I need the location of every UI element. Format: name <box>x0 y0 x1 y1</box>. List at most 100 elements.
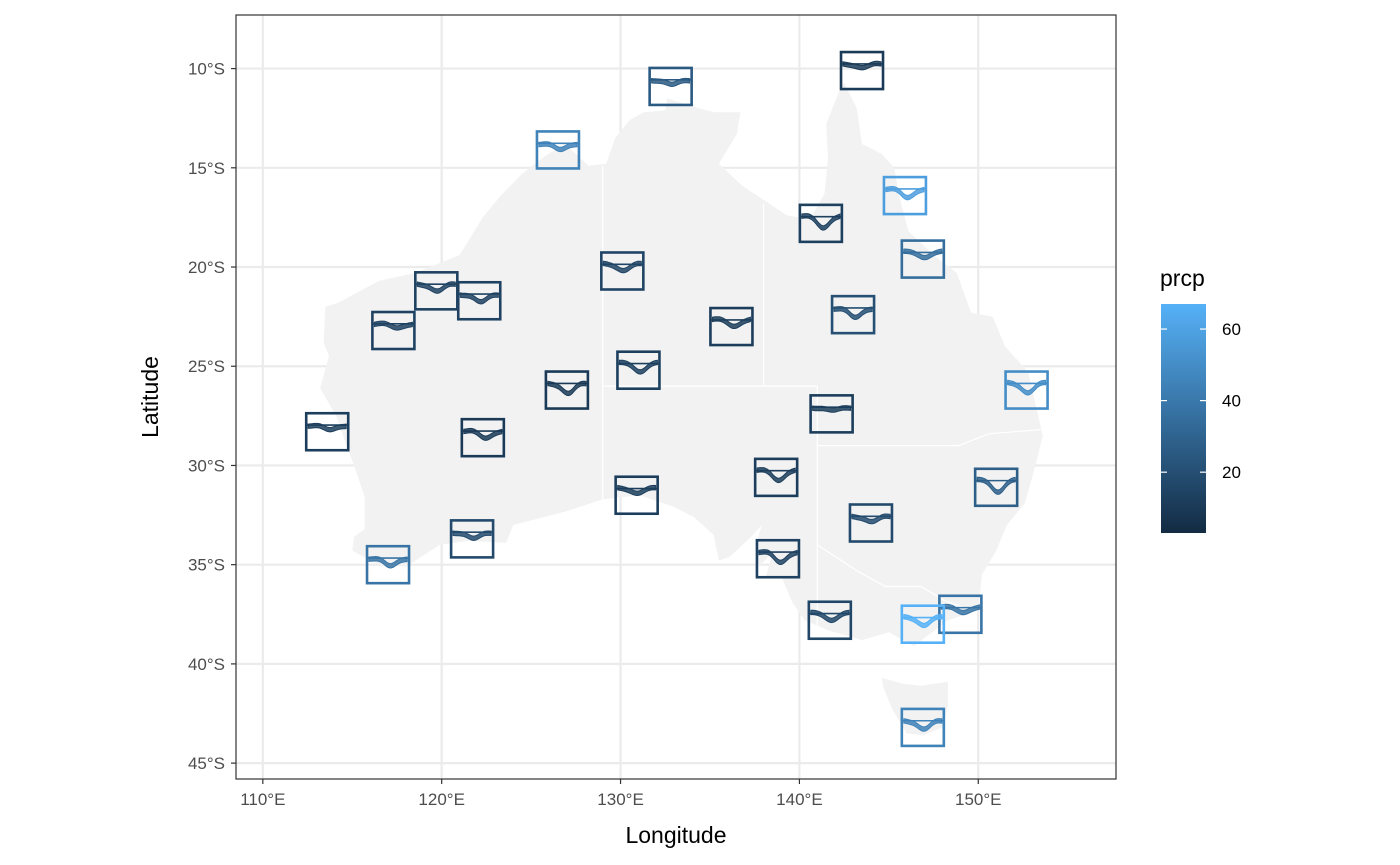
station-glyph <box>544 370 590 410</box>
glyph-ribbon <box>885 186 925 201</box>
legend-title: prcp <box>1160 265 1205 291</box>
station-glyph <box>807 600 853 641</box>
station-glyph <box>848 503 894 543</box>
glyph-box <box>839 50 885 91</box>
state-border-line <box>817 429 1041 447</box>
station-glyph <box>648 66 693 107</box>
glyph-box <box>456 280 502 321</box>
station-glyph <box>304 411 350 452</box>
y-tick-label: 15°S <box>188 159 225 178</box>
glyph-ribbon <box>801 213 841 231</box>
glyph-box <box>882 175 928 216</box>
station-glyph <box>798 203 844 244</box>
glyph-box <box>600 251 645 291</box>
y-tick-label: 10°S <box>188 60 225 79</box>
glyph-box <box>807 600 853 641</box>
glyph-ribbon <box>758 549 798 565</box>
glyph-ribbon <box>940 603 980 616</box>
glyph-box <box>973 467 1019 508</box>
glyph-ribbon <box>307 422 347 433</box>
station-glyph <box>839 50 885 91</box>
station-glyph <box>535 130 581 170</box>
station-glyph <box>1004 370 1049 410</box>
glyph-box <box>753 457 799 498</box>
x-tick-label: 130°E <box>597 790 644 809</box>
glyph-ribbon <box>976 476 1016 495</box>
glyph-ribbon <box>459 292 499 305</box>
glyph-ribbon <box>538 141 578 153</box>
glyph-ribbon <box>851 513 891 525</box>
y-tick-label: 25°S <box>188 357 225 376</box>
glyph-box <box>848 503 894 543</box>
glyph-box <box>365 544 411 585</box>
glyph-box <box>371 310 416 351</box>
glyph-ribbon <box>810 609 850 624</box>
legend-ticks: 20 40 60 <box>1161 320 1241 482</box>
glyph-box <box>709 306 754 347</box>
glyph-ribbon <box>812 405 852 413</box>
legend-colorbar <box>1161 304 1206 533</box>
x-tick-label: 120°E <box>418 790 465 809</box>
station-glyph <box>365 544 411 585</box>
glyph-box <box>614 475 659 516</box>
state-border-line <box>816 544 977 613</box>
glyph-ribbon <box>547 380 587 397</box>
glyph-box <box>830 294 876 335</box>
glyph-box <box>900 604 946 645</box>
glyph-ribbon <box>711 316 751 329</box>
glyph-ribbon <box>617 484 657 497</box>
legend-tick-label: 60 <box>1222 320 1241 339</box>
glyph-ribbon <box>452 530 492 542</box>
legend-tick-label: 40 <box>1222 392 1241 411</box>
station-glyph <box>900 707 946 748</box>
x-tick-label: 140°E <box>776 790 823 809</box>
glyph-ribbon <box>903 248 943 261</box>
y-axis: 10°S 15°S 20°S 25°S 30°S 35°S 40°S 45°S <box>188 60 236 773</box>
x-axis-title: Longitude <box>625 822 726 848</box>
glyph-ribbon <box>416 281 456 294</box>
station-glyph <box>709 306 754 347</box>
glyph-ribbon <box>651 77 691 88</box>
station-glyph <box>809 394 854 434</box>
y-tick-label: 40°S <box>188 655 225 674</box>
station-glyph <box>456 280 502 321</box>
station-glyph <box>414 271 459 311</box>
y-axis-title: Latitude <box>137 356 163 438</box>
glyph-ribbon <box>833 306 873 321</box>
glyph-ribbon <box>368 555 408 569</box>
station-glyph <box>600 251 645 291</box>
x-axis: 110°E 120°E 130°E 140°E 150°E <box>240 779 1002 809</box>
glyph-ribbon <box>903 613 943 629</box>
station-glyphs <box>304 50 1049 748</box>
glyph-ribbon <box>1007 379 1047 396</box>
station-glyph <box>830 294 876 335</box>
glyph-ribbon <box>373 320 413 331</box>
state-borders <box>602 165 1041 629</box>
y-tick-label: 45°S <box>188 754 225 773</box>
station-glyph <box>882 175 928 216</box>
y-tick-label: 20°S <box>188 258 225 277</box>
glyph-box <box>304 411 350 452</box>
station-glyph <box>616 350 661 391</box>
glyph-ribbon <box>463 427 503 441</box>
glyph-box <box>755 538 801 579</box>
station-glyph <box>614 475 659 516</box>
glyph-box <box>900 707 946 748</box>
glyph-box <box>535 130 581 170</box>
station-glyph <box>900 239 946 279</box>
glyph-box <box>798 203 844 244</box>
station-glyph <box>449 519 495 559</box>
glyph-box <box>648 66 693 107</box>
legend: prcp 20 40 60 <box>1160 265 1241 533</box>
glyph-box <box>460 417 506 458</box>
legend-tick-label: 20 <box>1222 463 1241 482</box>
x-tick-label: 150°E <box>955 790 1002 809</box>
glyph-ribbon <box>842 60 882 71</box>
station-glyph <box>973 467 1019 508</box>
glyph-box <box>449 519 495 559</box>
station-glyph <box>753 457 799 498</box>
glyph-ribbon <box>903 718 943 732</box>
panel-border <box>235 14 1117 780</box>
glyph-box <box>900 239 946 279</box>
